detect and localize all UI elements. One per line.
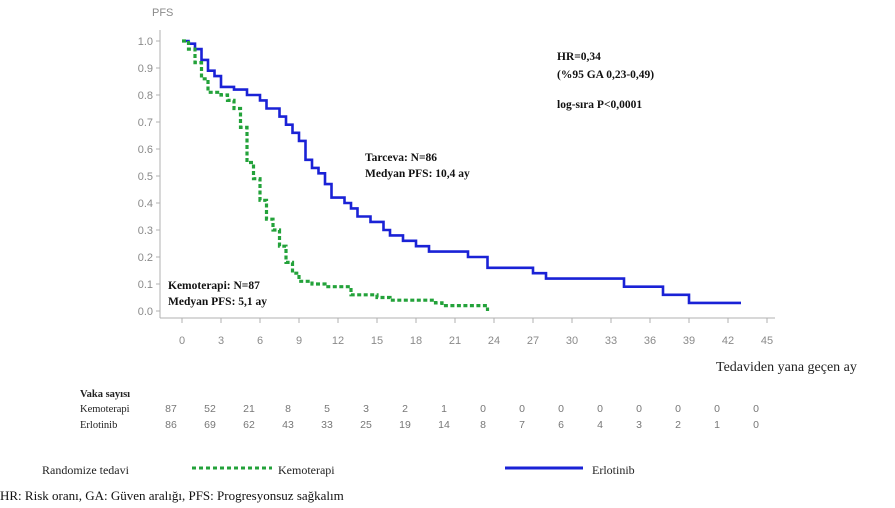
risk-value-kemoterapi: 0 (480, 403, 486, 415)
x-tick-label: 21 (449, 335, 461, 347)
legend-title: Randomize tedavi (42, 463, 130, 477)
legend-kemo-label: Kemoterapi (278, 463, 335, 477)
risk-value-erlotinib: 1 (714, 419, 720, 431)
kemo-median-annotation: Medyan PFS: 5,1 ay (168, 296, 267, 308)
risk-value-erlotinib: 8 (480, 419, 486, 431)
y-tick-label: 0.5 (138, 171, 153, 183)
risk-value-kemoterapi: 0 (714, 403, 720, 415)
risk-value-kemoterapi: 0 (519, 403, 525, 415)
y-tick-label: 0.6 (138, 144, 153, 156)
legend-erlo-label: Erlotinib (592, 463, 635, 477)
risk-value-erlotinib: 19 (399, 419, 411, 431)
x-ticks: 0 3 6 9 12 15 18 21 24 27 30 33 36 39 42 45 (179, 318, 773, 347)
y-tick-label: 0.2 (138, 252, 153, 264)
risk-value-kemoterapi: 0 (675, 403, 681, 415)
series-line-kemoterapi (182, 39, 490, 311)
tarceva-n-annotation: Tarceva: N=86 (365, 152, 437, 164)
hr-annotation: HR=0,34 (557, 51, 601, 63)
risk-value-kemoterapi: 0 (636, 403, 642, 415)
x-tick-label: 24 (488, 335, 500, 347)
risk-row-label-kemoterapi: Kemoterapi (80, 404, 130, 415)
x-tick-label: 15 (371, 335, 383, 347)
ci-annotation: (%95 GA 0,23-0,49) (557, 69, 654, 81)
x-tick-label: 33 (605, 335, 617, 347)
y-axis-label: PFS (152, 7, 173, 19)
risk-value-erlotinib: 43 (282, 419, 294, 431)
y-tick-label: 0.8 (138, 90, 153, 102)
y-tick-label: 0.0 (138, 306, 153, 318)
risk-value-erlotinib: 69 (204, 419, 216, 431)
x-axis-label: Tedaviden yana geçen ay (716, 360, 857, 375)
x-tick-label: 42 (722, 335, 734, 347)
x-tick-label: 9 (296, 335, 302, 347)
risk-value-erlotinib: 14 (438, 419, 450, 431)
series-line-erlotinib (182, 39, 741, 305)
y-tick-label: 0.3 (138, 225, 153, 237)
risk-value-kemoterapi: 0 (597, 403, 603, 415)
risk-value-kemoterapi: 0 (558, 403, 564, 415)
y-ticks: 1.0 0.9 0.8 0.7 0.6 0.5 0.4 0.3 0.2 0.1 0.0 (138, 36, 160, 318)
y-tick-label: 0.1 (138, 279, 153, 291)
y-tick-label: 0.4 (138, 198, 153, 210)
x-tick-label: 12 (332, 335, 344, 347)
risk-value-erlotinib: 6 (558, 419, 564, 431)
x-tick-label: 45 (761, 335, 773, 347)
x-tick-label: 6 (257, 335, 263, 347)
risk-value-kemoterapi: 52 (204, 403, 216, 415)
risk-value-erlotinib: 62 (243, 419, 255, 431)
y-tick-label: 0.9 (138, 63, 153, 75)
risk-table-title: Vaka sayısı (80, 389, 130, 400)
risk-value-kemoterapi: 87 (165, 403, 177, 415)
footnote: HR: Risk oranı, GA: Güven aralığı, PFS: … (0, 488, 344, 503)
risk-value-kemoterapi: 1 (441, 403, 447, 415)
risk-value-erlotinib: 3 (636, 419, 642, 431)
x-tick-label: 36 (644, 335, 656, 347)
logrank-annotation: log-sıra P<0,0001 (557, 99, 642, 111)
risk-value-erlotinib: 2 (675, 419, 681, 431)
x-tick-label: 3 (218, 335, 224, 347)
kemo-n-annotation: Kemoterapi: N=87 (168, 280, 260, 292)
risk-value-erlotinib: 4 (597, 419, 603, 431)
risk-value-kemoterapi: 5 (324, 403, 330, 415)
risk-value-erlotinib: 0 (753, 419, 759, 431)
risk-value-erlotinib: 33 (321, 419, 333, 431)
risk-row-label-erlotinib: Erlotinib (80, 420, 117, 431)
y-tick-label: 0.7 (138, 117, 153, 129)
risk-value-erlotinib: 86 (165, 419, 177, 431)
risk-value-kemoterapi: 8 (285, 403, 291, 415)
risk-value-kemoterapi: 3 (363, 403, 369, 415)
risk-value-kemoterapi: 21 (243, 403, 255, 415)
x-tick-label: 0 (179, 335, 185, 347)
risk-value-erlotinib: 25 (360, 419, 372, 431)
risk-value-kemoterapi: 0 (753, 403, 759, 415)
x-tick-label: 18 (410, 335, 422, 347)
risk-value-erlotinib: 7 (519, 419, 525, 431)
y-tick-label: 1.0 (138, 36, 153, 48)
risk-value-kemoterapi: 2 (402, 403, 408, 415)
x-tick-label: 39 (683, 335, 695, 347)
risk-table-values: 87 52 21 8 5 3 2 1 0 0 0 0 0 0 0 086 69 62 43 33 25 19 14 8 7 6 4 3… (165, 403, 759, 431)
survival-curves (182, 39, 741, 311)
x-tick-label: 27 (527, 335, 539, 347)
x-tick-label: 30 (566, 335, 578, 347)
tarceva-median-annotation: Medyan PFS: 10,4 ay (365, 168, 470, 180)
